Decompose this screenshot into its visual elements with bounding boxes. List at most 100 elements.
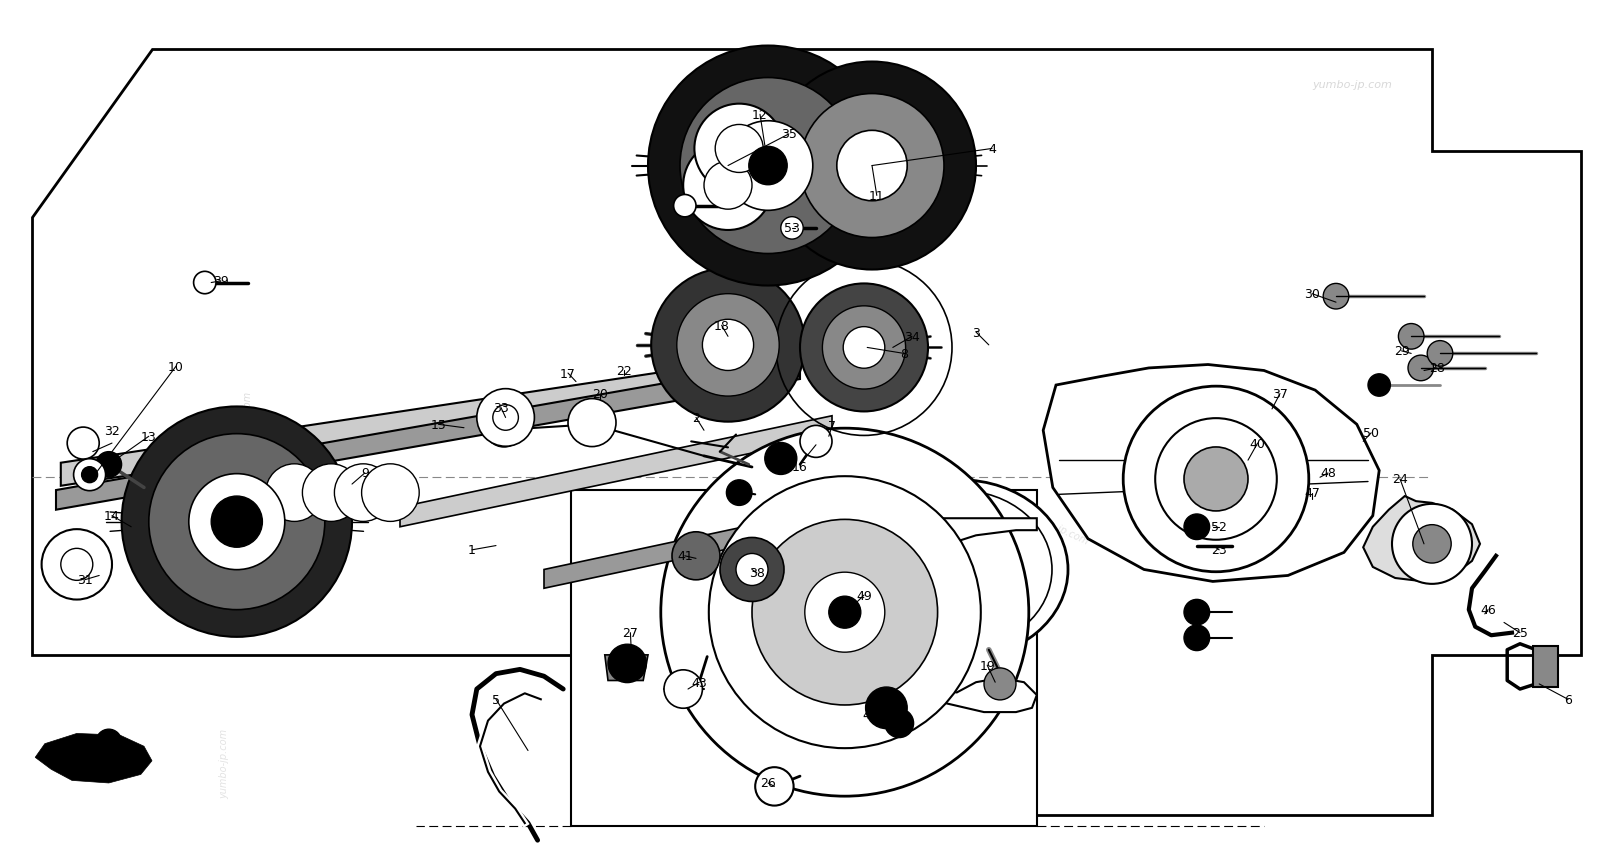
Text: yumbo-jp.com: yumbo-jp.com — [749, 341, 819, 375]
Text: 13: 13 — [141, 430, 157, 444]
Circle shape — [1368, 374, 1390, 397]
Circle shape — [800, 284, 928, 412]
Polygon shape — [400, 416, 832, 527]
Text: 20: 20 — [592, 387, 608, 401]
Circle shape — [1184, 448, 1248, 511]
Circle shape — [485, 409, 523, 447]
Text: 26: 26 — [760, 776, 776, 790]
Circle shape — [664, 670, 702, 708]
Text: yumbo-jp.com: yumbo-jp.com — [219, 728, 229, 798]
Text: 3: 3 — [973, 326, 979, 339]
Text: 1: 1 — [469, 543, 475, 557]
Polygon shape — [1363, 496, 1480, 582]
Circle shape — [608, 645, 646, 682]
Polygon shape — [35, 734, 152, 783]
Circle shape — [122, 407, 352, 637]
Circle shape — [984, 668, 1016, 700]
Text: 9: 9 — [362, 467, 368, 480]
Circle shape — [211, 496, 262, 548]
Circle shape — [768, 62, 976, 270]
Polygon shape — [280, 469, 309, 516]
Circle shape — [189, 474, 285, 570]
Circle shape — [149, 434, 325, 610]
Text: 17: 17 — [560, 367, 576, 380]
Circle shape — [837, 131, 907, 201]
Polygon shape — [317, 469, 346, 516]
Text: 38: 38 — [749, 566, 765, 580]
Text: 47: 47 — [1304, 486, 1320, 500]
FancyBboxPatch shape — [1533, 647, 1558, 688]
Circle shape — [755, 768, 794, 805]
Circle shape — [74, 459, 106, 491]
Text: 5: 5 — [493, 693, 499, 706]
Text: 6: 6 — [1565, 693, 1571, 706]
Text: 37: 37 — [1272, 387, 1288, 401]
Text: 51: 51 — [1189, 635, 1205, 648]
Text: 11: 11 — [869, 189, 885, 203]
Text: 7: 7 — [829, 420, 835, 433]
Polygon shape — [32, 49, 1581, 815]
Circle shape — [726, 480, 752, 506]
Circle shape — [1323, 284, 1349, 310]
Text: 8: 8 — [899, 347, 907, 361]
Circle shape — [1408, 356, 1434, 381]
Circle shape — [493, 405, 518, 431]
Text: 49: 49 — [856, 589, 872, 602]
Circle shape — [266, 464, 323, 522]
Text: 15: 15 — [430, 418, 446, 432]
Polygon shape — [544, 508, 832, 589]
Text: 45: 45 — [733, 484, 749, 497]
Circle shape — [683, 142, 773, 230]
Circle shape — [709, 477, 981, 748]
Circle shape — [42, 530, 112, 600]
Circle shape — [82, 467, 98, 483]
Circle shape — [661, 429, 1029, 796]
Text: 18: 18 — [714, 319, 730, 333]
Text: 50: 50 — [1363, 426, 1379, 440]
Circle shape — [866, 688, 907, 728]
Text: 14: 14 — [104, 509, 120, 523]
Circle shape — [96, 729, 122, 755]
Circle shape — [477, 389, 534, 447]
Polygon shape — [1043, 365, 1379, 582]
Circle shape — [843, 328, 885, 368]
Circle shape — [96, 452, 122, 478]
Polygon shape — [856, 519, 1037, 712]
Text: 46: 46 — [1480, 603, 1496, 617]
Circle shape — [680, 78, 856, 254]
Text: 21: 21 — [885, 703, 901, 717]
Text: 36: 36 — [1192, 606, 1208, 619]
Polygon shape — [56, 360, 800, 510]
Circle shape — [800, 95, 944, 238]
Circle shape — [800, 426, 832, 458]
Circle shape — [1184, 600, 1210, 625]
Polygon shape — [61, 371, 672, 486]
Polygon shape — [605, 655, 648, 681]
Circle shape — [1392, 504, 1472, 584]
Text: 31: 31 — [77, 573, 93, 587]
Polygon shape — [248, 473, 397, 512]
Circle shape — [362, 464, 419, 522]
Text: yumbo-jp.com: yumbo-jp.com — [1312, 80, 1392, 90]
Circle shape — [723, 122, 813, 211]
Circle shape — [805, 572, 885, 653]
Text: 40: 40 — [1250, 437, 1266, 450]
Text: 52: 52 — [1211, 520, 1227, 534]
Circle shape — [749, 148, 787, 185]
Circle shape — [885, 709, 914, 738]
Text: 24: 24 — [1392, 473, 1408, 486]
Circle shape — [781, 218, 803, 240]
Circle shape — [694, 105, 784, 194]
Circle shape — [822, 306, 906, 390]
Circle shape — [672, 532, 720, 580]
Text: 30: 30 — [1304, 287, 1320, 301]
Text: 43: 43 — [691, 676, 707, 689]
Text: 33: 33 — [493, 401, 509, 415]
Circle shape — [568, 399, 616, 447]
Text: 44: 44 — [770, 447, 786, 461]
Circle shape — [302, 464, 360, 522]
Polygon shape — [571, 490, 1037, 826]
Circle shape — [752, 519, 938, 705]
Text: yumbo-jp.com: yumbo-jp.com — [243, 392, 253, 461]
Text: 19: 19 — [979, 659, 995, 672]
